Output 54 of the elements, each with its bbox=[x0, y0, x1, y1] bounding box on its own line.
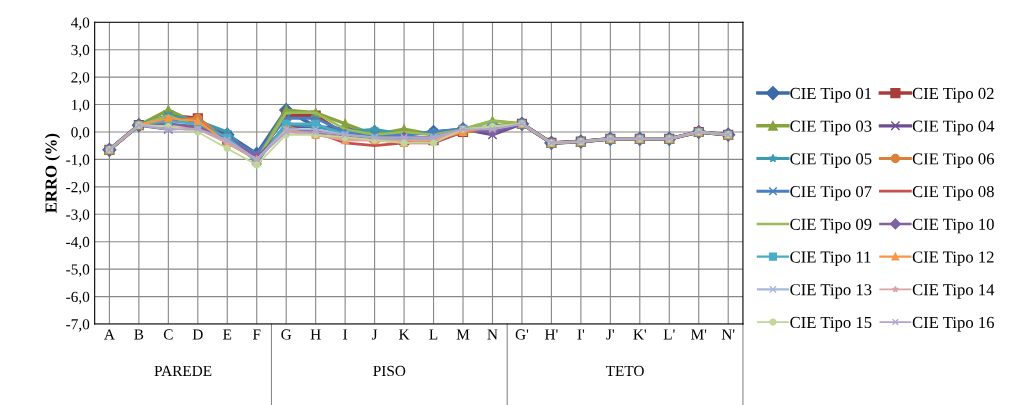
y-tick-label: 3,0 bbox=[71, 44, 90, 58]
text: TETO bbox=[605, 365, 644, 377]
x-tick-label: M bbox=[456, 329, 470, 340]
x-tick-label: D bbox=[192, 329, 203, 340]
x-tick-label: I bbox=[343, 329, 348, 340]
text: PISO bbox=[373, 365, 406, 377]
legend-label: CIE Tipo 10 bbox=[912, 218, 994, 234]
x-tick-label: G bbox=[281, 329, 292, 340]
x-tick-label: H' bbox=[544, 329, 558, 340]
x-tick-label: F bbox=[252, 329, 261, 340]
text: PAREDE bbox=[154, 365, 212, 376]
x-tick-label: K' bbox=[633, 329, 647, 340]
y-tick-label: -6,0 bbox=[66, 291, 90, 305]
x-tick-label: E bbox=[223, 329, 232, 340]
legend-label: CIE Tipo 06 bbox=[912, 153, 995, 168]
x-tick-label: B bbox=[134, 329, 144, 340]
x-tick-label: C bbox=[163, 329, 173, 340]
x-tick-label: J bbox=[371, 329, 378, 340]
x-tick-label: A bbox=[104, 329, 115, 340]
x-tick-label: N' bbox=[721, 329, 735, 340]
x-tick-label: J' bbox=[606, 329, 615, 340]
y-tick-label: 2,0 bbox=[71, 72, 90, 85]
y-tick-label: 4,0 bbox=[71, 17, 90, 30]
legend-label: CIE Tipo 16 bbox=[912, 316, 995, 332]
legend-label: CIE Tipo 14 bbox=[912, 284, 995, 299]
y-tick-label: -3,0 bbox=[66, 209, 90, 222]
legend-label: CIE Tipo 07 bbox=[790, 185, 872, 201]
y-axis-title: ERRO (%) bbox=[44, 133, 61, 213]
y-tick-label: -7,0 bbox=[66, 319, 90, 332]
legend-label: CIE Tipo 05 bbox=[790, 153, 872, 168]
x-tick-label: K bbox=[398, 329, 410, 340]
x-tick-label: G' bbox=[515, 329, 529, 340]
x-tick-label: N bbox=[487, 329, 498, 340]
legend-label: CIE Tipo 15 bbox=[790, 316, 872, 332]
y-tick-label: -1,0 bbox=[66, 154, 90, 168]
x-tick-label: L' bbox=[663, 329, 675, 340]
y-tick-label: -4,0 bbox=[66, 236, 90, 250]
y-tick-label: -5,0 bbox=[66, 264, 90, 277]
legend-label: CIE Tipo 03 bbox=[790, 120, 872, 136]
legend-label: CIE Tipo 11 bbox=[790, 251, 871, 267]
x-tick-label: I' bbox=[577, 329, 585, 340]
legend-label: CIE Tipo 02 bbox=[912, 87, 994, 103]
legend-label: CIE Tipo 13 bbox=[790, 284, 872, 299]
x-tick-label: H bbox=[310, 329, 321, 340]
y-tick-label: 1,0 bbox=[72, 99, 90, 113]
x-tick-label: M' bbox=[691, 329, 707, 340]
legend-label: CIE Tipo 12 bbox=[912, 251, 994, 267]
legend-label: CIE Tipo 01 bbox=[790, 87, 872, 103]
legend-label: CIE Tipo 04 bbox=[912, 120, 995, 136]
x-tick-label: L bbox=[429, 329, 438, 340]
legend-label: CIE Tipo 08 bbox=[912, 185, 994, 201]
legend-label: CIE Tipo 09 bbox=[790, 218, 872, 234]
y-tick-label: -2,0 bbox=[66, 181, 90, 195]
y-tick-label: 0,0 bbox=[71, 127, 90, 140]
